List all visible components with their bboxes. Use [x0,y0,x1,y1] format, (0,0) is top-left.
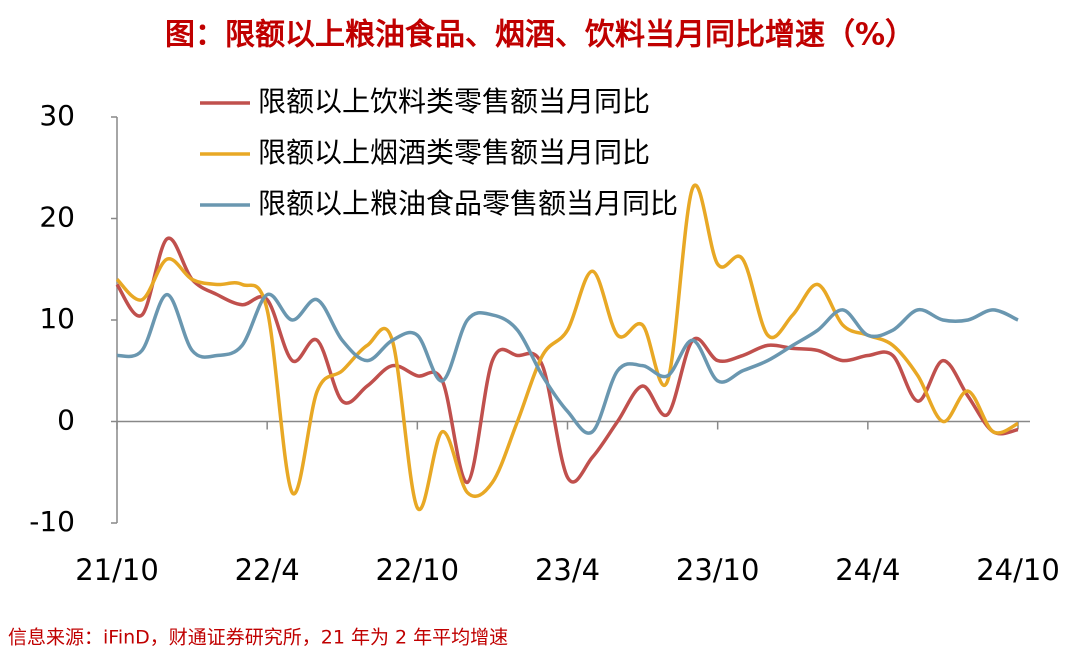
x-tick-label: 22/10 [376,553,460,587]
series-line [116,292,1019,435]
chart-title: 图：限额以上粮油食品、烟酒、饮料当月同比增速（%） [165,18,915,53]
x-tick-label: 24/4 [835,553,900,587]
y-tick-label: 10 [39,302,75,335]
legend-label: 限额以上粮油食品零售额当月同比 [258,187,678,220]
y-tick-label: 30 [39,99,75,132]
y-tick-label: 0 [57,404,75,437]
x-tick-label: 23/4 [535,553,600,587]
x-tick-label: 22/4 [235,553,300,587]
series-line [115,236,1019,485]
legend-label: 限额以上烟酒类零售额当月同比 [258,136,650,169]
source-note: 信息来源：iFinD，财通证券研究所，21 年为 2 年平均增速 [8,627,508,649]
x-tick-label: 21/10 [75,553,159,587]
series-line [115,183,1019,512]
y-tick-label: -10 [29,505,75,538]
x-tick-label: 24/10 [976,553,1060,587]
x-tick-label: 23/10 [676,553,760,587]
y-tick-label: 20 [39,201,75,234]
legend-label: 限额以上饮料类零售额当月同比 [258,85,650,118]
